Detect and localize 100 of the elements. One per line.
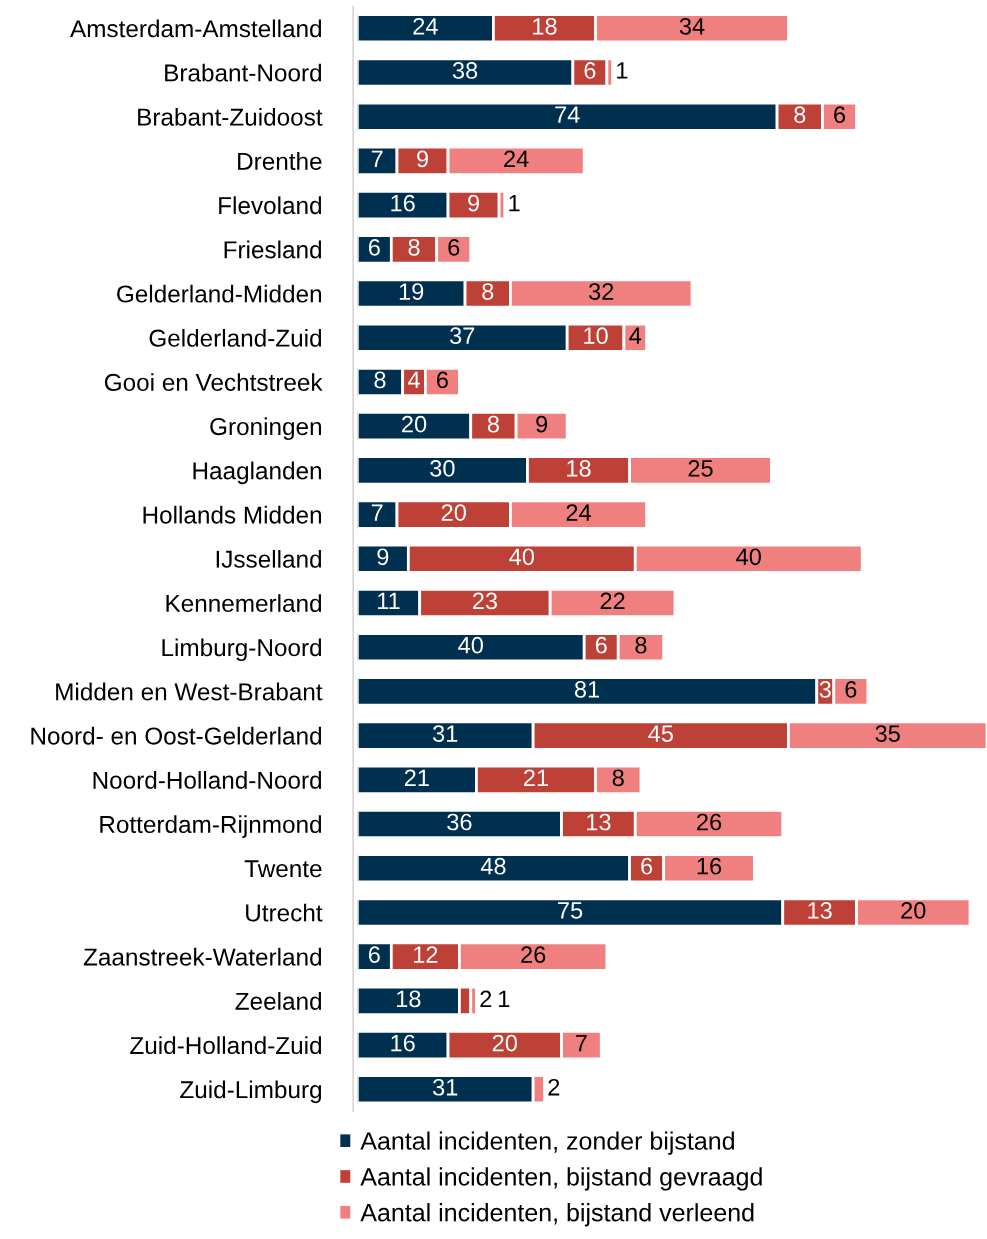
y-tick-label: Twente [244,860,322,878]
data-label: 24 [566,504,591,521]
data-label: 2 [548,1078,560,1096]
y-tick-label: Zaanstreek-Waterland [83,947,322,966]
data-label: 16 [391,1034,415,1052]
y-tick-label: Utrecht [246,903,323,922]
data-label: 8 [612,769,624,787]
data-label: 19 [399,283,424,300]
data-label: 6 [845,681,857,698]
y-tick-label: Zuid-Holland-Zuid [130,1036,322,1055]
data-label: 31 [433,1078,458,1096]
data-label: 16 [697,857,722,875]
y-tick-label: Flevoland [219,196,322,215]
data-label: 3 [819,681,831,698]
data-label: 37 [450,327,475,345]
data-label: 21 [404,769,429,786]
y-tick-label: Drenthe [238,152,322,170]
data-label: 8 [482,283,494,300]
data-label: 38 [452,62,478,79]
data-label: 6 [448,238,460,256]
data-label: 8 [794,106,806,124]
y-tick-label: Gooi en Vechtstreek [104,373,323,392]
data-label: 6 [595,636,607,654]
y-tick-label: Midden en West-Brabant [56,682,323,701]
data-label: 21 [524,769,548,786]
data-label: 18 [567,459,591,477]
data-label: 9 [417,150,428,168]
y-tick-label: Kennemerland [166,594,322,613]
data-label: 4 [629,327,642,344]
data-label: 40 [736,548,761,566]
data-label: 4 [408,371,420,389]
data-label: 8 [487,415,499,433]
data-label: 35 [875,725,900,742]
data-label: 6 [641,857,653,875]
data-label: 25 [688,459,713,477]
data-label: 9 [536,415,548,433]
y-tick-label: Rotterdam-Rijnmond [100,815,322,838]
y-tick-label: Zeeland [235,992,322,1010]
y-tick-label: IJsselland [216,549,322,568]
data-label: 26 [521,946,546,963]
legend-label: Aantal incidenten, zonder bijstand [360,1131,734,1155]
y-tick-label: Limburg-Noord [162,638,322,662]
data-label: 1 [509,194,520,212]
data-label: 31 [433,725,458,742]
data-label: 20 [901,902,926,919]
y-tick-label: Zuid-Limburg [180,1080,322,1104]
data-label: 30 [430,459,455,477]
data-label: 12 [414,946,438,963]
data-label: 7 [371,504,383,521]
data-label: 26 [697,813,722,831]
data-label: 32 [589,283,614,300]
y-tick-label: Groningen [210,417,321,441]
data-label: 18 [397,990,421,1008]
y-tick-label: Gelderland-Midden [117,284,322,303]
data-label: 74 [555,106,580,123]
legend-label: Aantal incidenten, bijstand verleend [360,1203,754,1227]
data-label: 81 [574,681,600,698]
data-label: 23 [473,592,498,610]
data-label: 22 [600,592,625,610]
data-label: 48 [480,857,506,875]
data-label: 8 [408,238,420,256]
data-label: 13 [587,813,611,831]
data-label: 11 [378,592,400,610]
data-label: 16 [391,194,415,212]
data-label: 75 [558,902,583,919]
data-label: 20 [492,1034,517,1052]
data-label: 6 [437,371,448,389]
data-label: 36 [447,813,472,831]
data-label: 13 [808,902,832,919]
data-label: 6 [368,238,380,256]
data-label: 40 [458,636,483,654]
y-tick-label: Haaglanden [193,461,321,485]
data-label: 9 [468,194,480,212]
data-label: 7 [576,1034,587,1052]
data-label: 20 [441,504,466,521]
y-tick-label: Gelderland-Zuid [149,328,322,347]
y-tick-label: Amsterdam-Amstelland [70,19,322,38]
y-tick-label: Brabant-Noord [165,63,322,82]
y-tick-label: Friesland [224,240,322,259]
y-tick-label: Brabant-Zuidoost [138,107,323,126]
data-label: 8 [374,371,386,389]
data-label: 18 [533,17,557,35]
data-label: 34 [679,17,705,35]
data-label: 1 [499,990,510,1007]
data-label: 8 [635,636,647,654]
data-label: 45 [648,725,673,742]
data-label: 20 [402,415,427,433]
data-label: 6 [584,62,596,79]
data-label: 7 [371,150,383,168]
data-label: 10 [584,327,608,345]
data-label: 6 [368,946,380,963]
data-label: 6 [834,106,846,124]
legend-label: Aantal incidenten, bijstand gevraagd [360,1167,762,1191]
data-label: 2 [480,990,492,1007]
data-label: 24 [413,17,438,35]
data-label: 40 [509,548,535,566]
data-label: 1 [617,62,628,79]
y-tick-label: Noord-Holland-Noord [93,771,322,789]
y-tick-label: Noord- en Oost-Gelderland [31,726,322,745]
data-label: 24 [504,150,529,168]
